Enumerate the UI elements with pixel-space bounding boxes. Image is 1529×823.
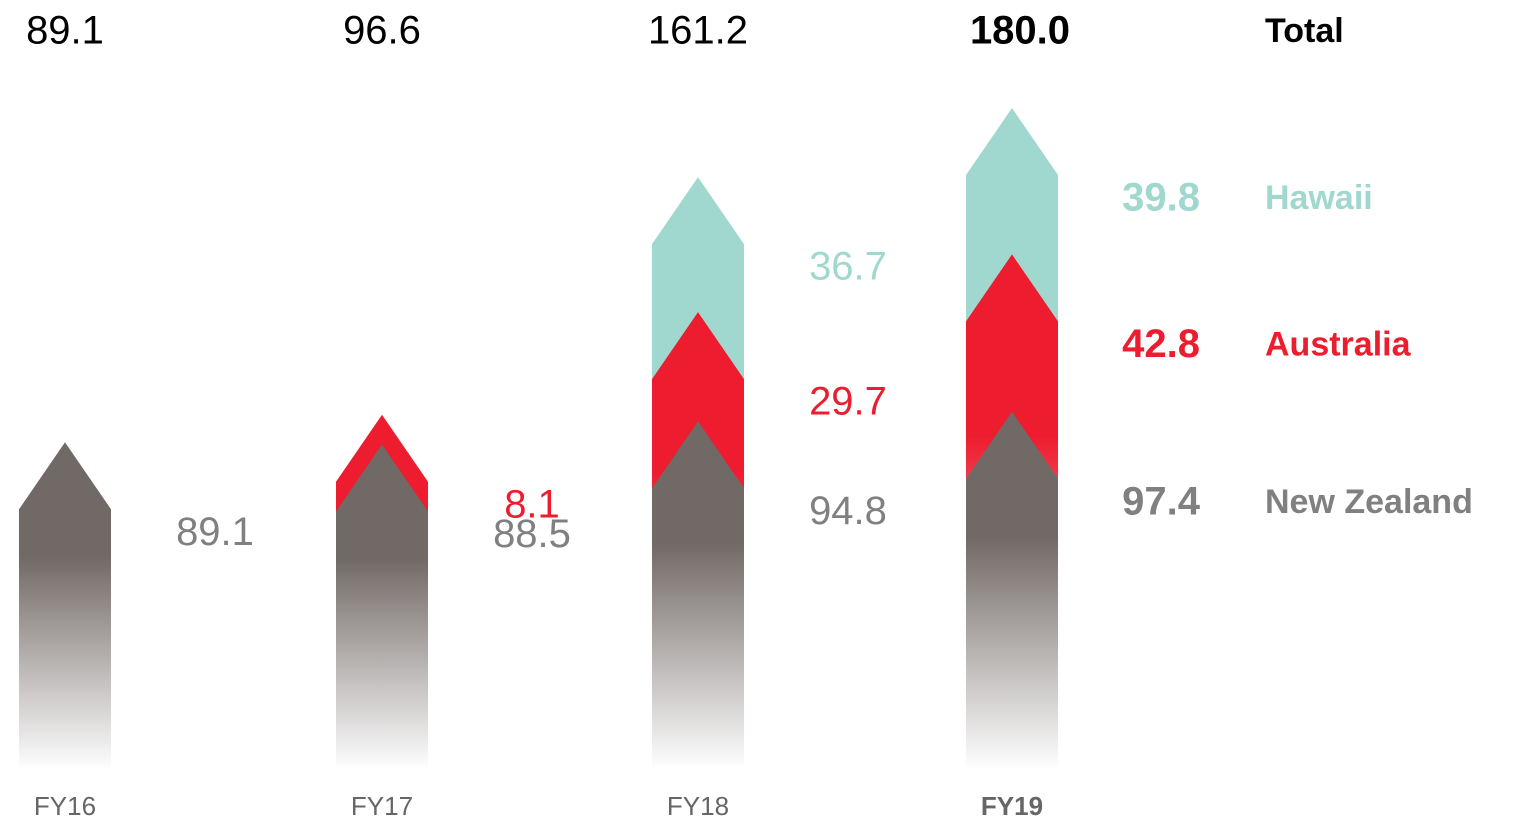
legend-label: Total — [1265, 12, 1344, 50]
value-label: 39.8 — [1122, 176, 1200, 220]
value-label: 36.7 — [809, 245, 887, 289]
value-label: 8.1 — [504, 482, 560, 526]
value-label: 88.5 — [493, 512, 571, 556]
x-tick-label: FY18 — [667, 791, 729, 821]
arrow-segment — [336, 444, 428, 770]
legend-label: Australia — [1265, 325, 1412, 363]
total-label: 89.1 — [26, 9, 104, 53]
x-tick-label: FY16 — [34, 791, 96, 821]
total-label: 161.2 — [648, 9, 748, 53]
legend-label: Hawaii — [1265, 179, 1373, 217]
total-label: 96.6 — [343, 9, 421, 53]
x-tick-label: FY19 — [981, 791, 1043, 821]
arrow-segment — [19, 442, 111, 770]
value-label: 94.8 — [809, 489, 887, 533]
value-label: 89.1 — [176, 510, 254, 554]
value-label: 42.8 — [1122, 322, 1200, 366]
value-label: 97.4 — [1122, 479, 1201, 523]
x-tick-label: FY17 — [351, 791, 413, 821]
legend-label: New Zealand — [1265, 483, 1473, 521]
value-label: 29.7 — [809, 380, 887, 424]
arrow-segment — [652, 421, 744, 770]
total-label: 180.0 — [970, 9, 1070, 53]
arrow-segment — [966, 411, 1058, 770]
